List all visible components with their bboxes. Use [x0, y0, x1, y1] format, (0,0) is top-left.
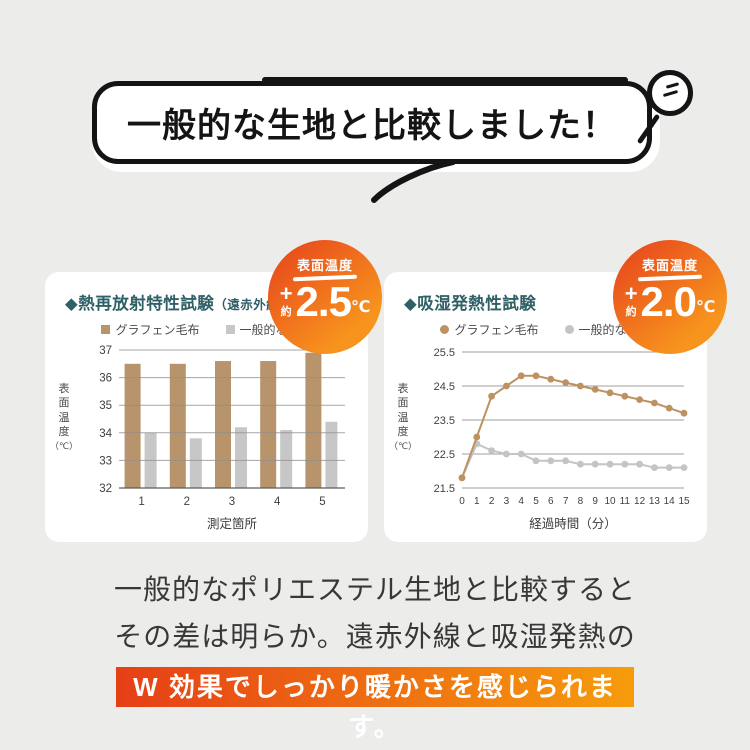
- legend-marker: [225, 325, 235, 334]
- speech-bubble: 一般的な生地と比較しました！: [92, 81, 652, 164]
- svg-text:23.5: 23.5: [434, 415, 455, 427]
- svg-text:4: 4: [274, 496, 281, 508]
- svg-text:経過時間（分）: 経過時間（分）: [529, 517, 617, 531]
- chart-title-text: ◆吸湿発熱性試験: [404, 295, 537, 313]
- svg-text:33: 33: [99, 455, 112, 467]
- svg-text:12: 12: [634, 496, 646, 507]
- svg-text:11: 11: [620, 496, 631, 507]
- temp-diff-badge-right: 表面温度 + 約 2.0 ℃: [613, 240, 727, 354]
- svg-text:36: 36: [99, 373, 112, 385]
- svg-text:21.5: 21.5: [434, 483, 455, 495]
- svg-text:24.5: 24.5: [434, 381, 455, 393]
- line-chart: 21.522.523.524.525.50 1 2 3 4 5 6 7 8 9 10 11 12 13 14…: [434, 347, 690, 531]
- svg-text:1: 1: [138, 496, 144, 508]
- legend-marker: [564, 325, 574, 334]
- svg-text:15: 15: [678, 496, 690, 507]
- badge-plus: +: [624, 280, 638, 306]
- magnifier-glint: [662, 89, 679, 98]
- badge-value: 2.5: [295, 278, 352, 325]
- footer-line-2: その差は明らか。遠赤外線と吸湿発熱の: [114, 621, 636, 652]
- badge-approx: 約: [280, 306, 292, 319]
- svg-text:22.5: 22.5: [434, 449, 455, 461]
- moisture-heat-test-panel: ◆吸湿発熱性試験 グラフェン毛布 一般的な生地 表面温度（℃） 21.5 22.5 2…: [384, 272, 707, 542]
- badge-approx: 約: [625, 306, 637, 319]
- footer-highlight-text: W 効果でしっかり暖かさを感じられます。: [133, 672, 617, 742]
- svg-text:37: 37: [99, 345, 112, 357]
- badge-label: 表面温度: [641, 258, 698, 273]
- legend-marker: [101, 325, 111, 334]
- svg-text:2: 2: [489, 496, 495, 507]
- temp-diff-badge-left: 表面温度 + 約 2.5 ℃: [268, 240, 382, 354]
- svg-text:3: 3: [504, 496, 510, 507]
- magnifier-icon: [647, 70, 693, 116]
- svg-text:2: 2: [184, 496, 190, 508]
- legend-item: グラフェン毛布: [440, 321, 539, 338]
- legend-item: グラフェン毛布: [101, 321, 200, 338]
- footer-copy: 一般的なポリエステル生地と比較すると その差は明らか。遠赤外線と吸湿発熱の W …: [0, 566, 750, 742]
- svg-text:1: 1: [474, 496, 480, 507]
- y-axis-label: 表面温度（℃）: [388, 383, 418, 452]
- badge-unit: ℃: [695, 298, 716, 316]
- svg-text:32: 32: [99, 483, 112, 495]
- bubble-accent-line: [262, 77, 628, 83]
- svg-text:13: 13: [649, 496, 661, 507]
- svg-text:0: 0: [459, 496, 465, 507]
- svg-text:25.5: 25.5: [434, 347, 455, 359]
- magnifier-glint: [665, 82, 680, 89]
- chart-title-text: ◆熱再放射特性試験: [65, 295, 215, 313]
- svg-text:34: 34: [99, 428, 112, 440]
- svg-text:7: 7: [563, 496, 569, 507]
- svg-text:8: 8: [578, 496, 584, 507]
- badge-value: 2.0: [640, 278, 697, 325]
- svg-text:3: 3: [229, 496, 235, 508]
- svg-text:5: 5: [319, 496, 325, 508]
- svg-text:10: 10: [604, 496, 616, 507]
- svg-text:6: 6: [548, 496, 554, 507]
- svg-text:測定箇所: 測定箇所: [207, 516, 257, 531]
- footer-highlight-bar: W 効果でしっかり暖かさを感じられます。: [116, 667, 634, 742]
- svg-text:5: 5: [533, 496, 539, 507]
- badge-plus: +: [279, 280, 293, 306]
- svg-text:14: 14: [664, 496, 676, 507]
- bubble-text: 一般的な生地と比較しました！: [127, 107, 617, 145]
- badge-label: 表面温度: [296, 258, 353, 273]
- badge-unit: ℃: [350, 298, 371, 316]
- svg-text:9: 9: [592, 496, 598, 507]
- legend-marker: [440, 325, 450, 334]
- speech-bubble-background: [92, 86, 660, 172]
- chart-title: ◆吸湿発熱性試験: [404, 290, 695, 314]
- y-axis-label: 表面温度（℃）: [49, 383, 79, 452]
- svg-text:35: 35: [99, 400, 112, 412]
- footer-line-1: 一般的なポリエステル生地と比較すると: [113, 574, 636, 605]
- speech-bubble-tail: [371, 159, 456, 203]
- svg-text:4: 4: [518, 496, 524, 507]
